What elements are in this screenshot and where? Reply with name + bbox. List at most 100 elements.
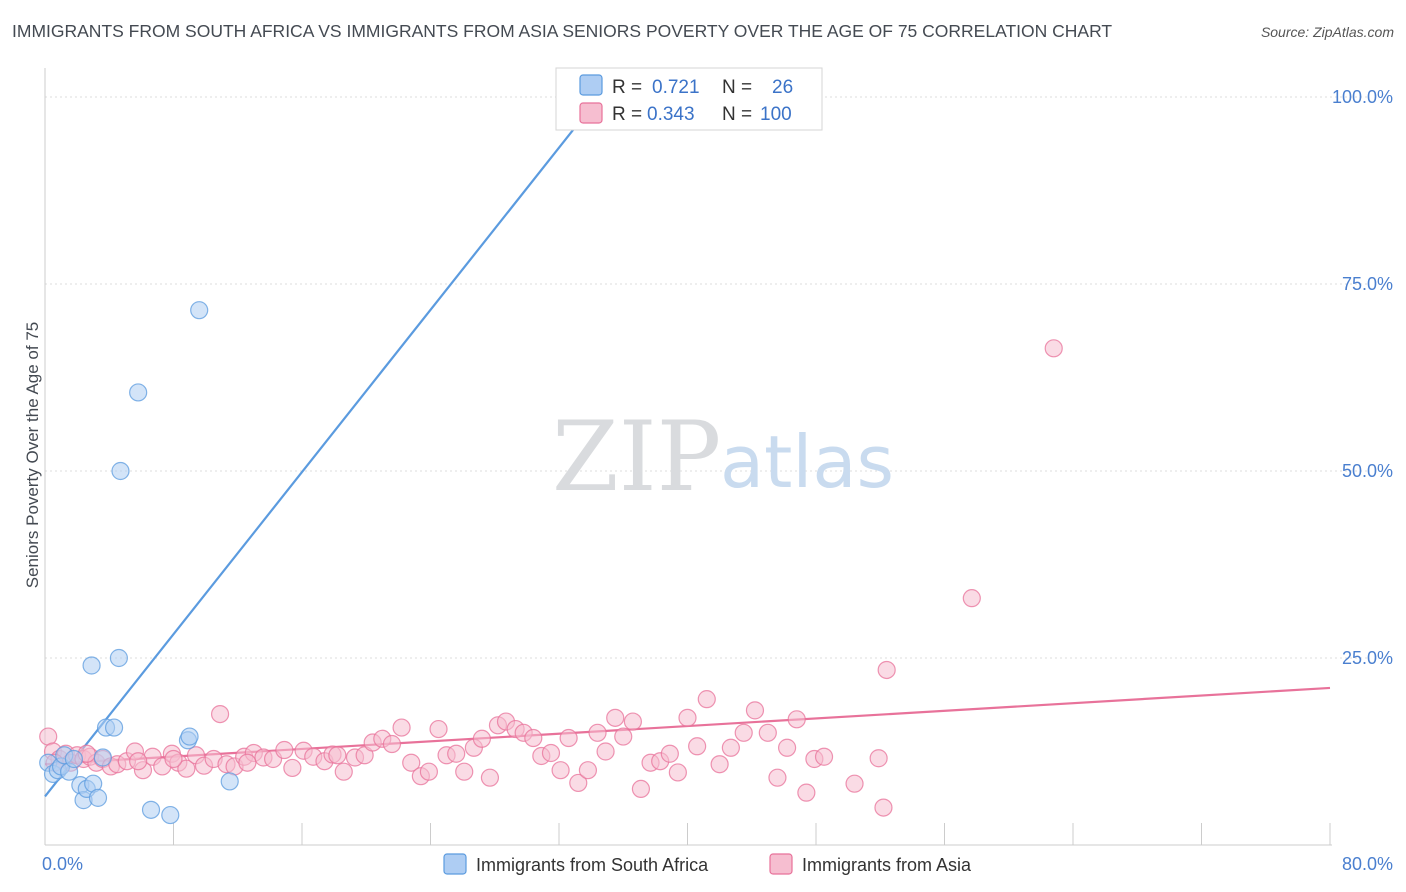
chart-title: IMMIGRANTS FROM SOUTH AFRICA VS IMMIGRAN… <box>12 21 1113 41</box>
legend-n-label-2: N = <box>722 104 752 125</box>
south-africa-point-16 <box>109 648 128 668</box>
asia-point-64 <box>578 761 598 780</box>
asia-point-77 <box>697 690 716 709</box>
south-africa-point-19 <box>129 383 148 402</box>
asia-point-37 <box>334 762 353 781</box>
data-points <box>39 87 1063 825</box>
y-tick-label-3: 75.0% <box>1342 274 1393 294</box>
asia-point-42 <box>382 734 402 754</box>
asia-point-43 <box>392 718 411 737</box>
south-africa-point-24 <box>180 727 199 746</box>
asia-point-90 <box>869 749 888 768</box>
asia-point-76 <box>688 737 707 756</box>
x-tick-labels: 0.0% 80.0% <box>42 854 1393 874</box>
asia-point-20 <box>177 759 196 778</box>
asia-point-66 <box>596 742 615 761</box>
asia-point-79 <box>721 738 740 757</box>
legend-n-label-1: N = <box>722 77 752 98</box>
series-legend-swatch-asia <box>769 853 793 875</box>
asia-point-50 <box>455 762 474 781</box>
asia-point-47 <box>429 719 448 739</box>
legend-r-label-2: R = <box>612 104 642 125</box>
asia-point-74 <box>668 763 687 782</box>
series-legend-swatch-south-africa <box>443 853 467 875</box>
asia-point-89 <box>845 774 864 793</box>
y-tick-label-2: 50.0% <box>1342 461 1393 481</box>
asia-point-98 <box>164 749 183 769</box>
asia-point-61 <box>551 761 570 780</box>
legend-r-value-1: 0.721 <box>652 77 700 98</box>
asia-point-80 <box>734 723 753 742</box>
asia-point-68 <box>614 727 633 746</box>
south-africa-point-13 <box>93 748 112 767</box>
asia-point-81 <box>745 701 765 720</box>
south-africa-point-17 <box>82 656 101 675</box>
legend-n-value-2: 100 <box>760 104 792 125</box>
x-tick-label-right: 80.0% <box>1342 854 1393 874</box>
watermark-zip: ZIP <box>552 401 721 513</box>
legend-r-label-1: R = <box>612 77 642 98</box>
south-africa-point-20 <box>190 301 209 320</box>
y-tick-labels: 25.0% 50.0% 75.0% 100.0% <box>1332 87 1393 668</box>
asia-point-88 <box>814 747 834 766</box>
legend-r-value-2: 0.343 <box>647 104 695 125</box>
asia-point-69 <box>623 712 642 731</box>
asia-point-49 <box>447 744 466 763</box>
series-legend-label-south-africa: Immigrants from South Africa <box>476 855 709 875</box>
asia-point-58 <box>524 728 543 748</box>
asia-point-93 <box>962 589 981 608</box>
asia-point-44 <box>402 753 421 772</box>
asia-point-78 <box>710 755 729 774</box>
y-tick-label-4: 100.0% <box>1332 87 1393 107</box>
axes <box>44 68 1332 846</box>
asia-point-91 <box>874 798 893 817</box>
asia-point-31 <box>275 740 294 760</box>
asia-point-32 <box>283 758 302 778</box>
asia-point-73 <box>660 744 679 763</box>
correlation-legend: R = 0.721 N = 26 R = 0.343 N = 100 <box>555 67 823 131</box>
legend-n-value-1: 26 <box>772 77 793 98</box>
asia-point-92 <box>877 660 896 680</box>
asia-point-53 <box>480 768 500 787</box>
south-africa-point-12 <box>88 788 108 807</box>
series-legend: Immigrants from South Africa Immigrants … <box>443 853 972 875</box>
asia-point-60 <box>541 743 561 763</box>
asia-point-63 <box>569 773 588 793</box>
trendline-south-africa <box>44 96 601 798</box>
south-africa-point-7 <box>64 749 84 769</box>
asia-point-84 <box>777 738 797 757</box>
x-tick-label-left: 0.0% <box>42 854 83 874</box>
legend-swatch-south-africa <box>579 74 603 96</box>
asia-point-97 <box>129 752 148 771</box>
asia-point-86 <box>797 783 816 802</box>
south-africa-point-15 <box>104 718 124 737</box>
asia-point-65 <box>588 723 607 742</box>
asia-point-67 <box>606 708 625 727</box>
asia-point-70 <box>631 779 651 799</box>
watermark-atlas: atlas <box>720 420 894 504</box>
asia-point-82 <box>758 723 777 742</box>
asia-point-24 <box>210 704 230 724</box>
asia-point-85 <box>787 710 806 729</box>
asia-point-62 <box>559 728 578 748</box>
series-legend-label-asia: Immigrants from Asia <box>802 855 972 875</box>
asia-point-94 <box>1044 339 1063 358</box>
y-tick-label-1: 25.0% <box>1342 648 1393 668</box>
watermark: ZIP atlas <box>552 401 894 513</box>
asia-point-99 <box>238 753 257 772</box>
asia-point-52 <box>472 729 491 748</box>
asia-point-83 <box>768 768 787 787</box>
south-africa-point-25 <box>220 772 239 791</box>
series-asia-points <box>39 339 1063 817</box>
legend-swatch-asia <box>579 102 603 124</box>
asia-point-75 <box>678 708 697 727</box>
asia-point-46 <box>419 762 438 781</box>
series-south-africa-points <box>39 87 609 825</box>
south-africa-point-22 <box>161 805 180 825</box>
source-credit: Source: ZipAtlas.com <box>1260 24 1394 40</box>
asia-point-100 <box>328 746 347 765</box>
south-africa-point-18 <box>111 461 130 481</box>
gridlines <box>45 96 1368 659</box>
y-axis-title: Seniors Poverty Over the Age of 75 <box>23 322 42 588</box>
